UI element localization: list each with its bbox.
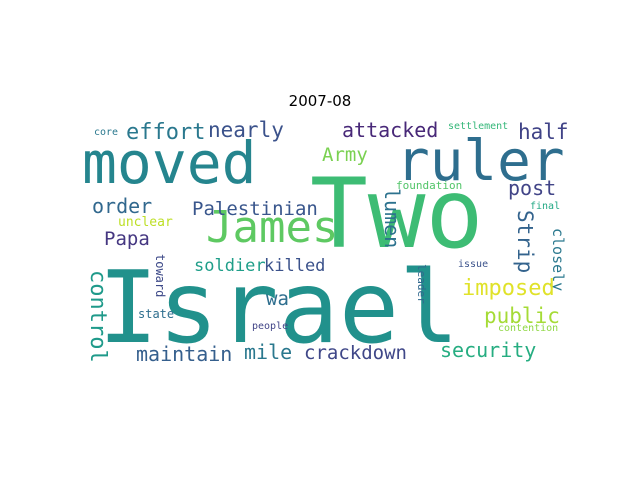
word-final: final bbox=[530, 201, 561, 212]
word-moved: moved bbox=[82, 129, 257, 197]
word-half: half bbox=[518, 120, 569, 144]
word-unclear: unclear bbox=[118, 215, 173, 230]
word-security: security bbox=[440, 338, 537, 362]
word-foundation: foundation bbox=[396, 179, 463, 192]
word-army: Army bbox=[322, 144, 368, 166]
word-lumen: lumen bbox=[380, 188, 404, 249]
word-state: state bbox=[138, 307, 175, 321]
cloud-title: 2007-08 bbox=[288, 92, 352, 110]
word-imposed: imposed bbox=[462, 276, 555, 301]
word-leader: leader bbox=[415, 264, 428, 304]
word-post: post bbox=[508, 176, 557, 200]
word-maintain: maintain bbox=[136, 342, 233, 366]
word-wa: wa bbox=[266, 288, 289, 310]
word-toward: toward bbox=[153, 254, 167, 298]
word-attacked: attacked bbox=[342, 118, 439, 142]
word-killed: killed bbox=[264, 256, 326, 276]
word-ruler: ruler bbox=[396, 129, 565, 194]
word-palestinian: Palestinian bbox=[192, 198, 318, 220]
word-order: order bbox=[92, 194, 153, 218]
word-people: people bbox=[252, 321, 289, 332]
word-two: Two bbox=[310, 158, 484, 270]
word-strip: Strip bbox=[513, 210, 537, 274]
word-mile: mile bbox=[244, 340, 293, 364]
word-settlement: settlement bbox=[448, 121, 509, 132]
word-crackdown: crackdown bbox=[304, 342, 407, 364]
word-papa: Papa bbox=[104, 228, 150, 250]
word-issue: issue bbox=[458, 259, 489, 270]
word-soldier: soldier bbox=[194, 256, 266, 276]
word-effort: effort bbox=[126, 120, 206, 145]
word-core: core bbox=[94, 127, 119, 138]
word-nearly: nearly bbox=[208, 118, 284, 142]
word-israel: Israel bbox=[98, 249, 460, 366]
word-cloud: Israel Two moved ruler James effort nearly atta… bbox=[80, 118, 569, 366]
word-james: James bbox=[206, 202, 339, 253]
word-contention: contention bbox=[498, 323, 559, 334]
word-control: control bbox=[85, 270, 110, 363]
word-public: public bbox=[484, 304, 560, 328]
